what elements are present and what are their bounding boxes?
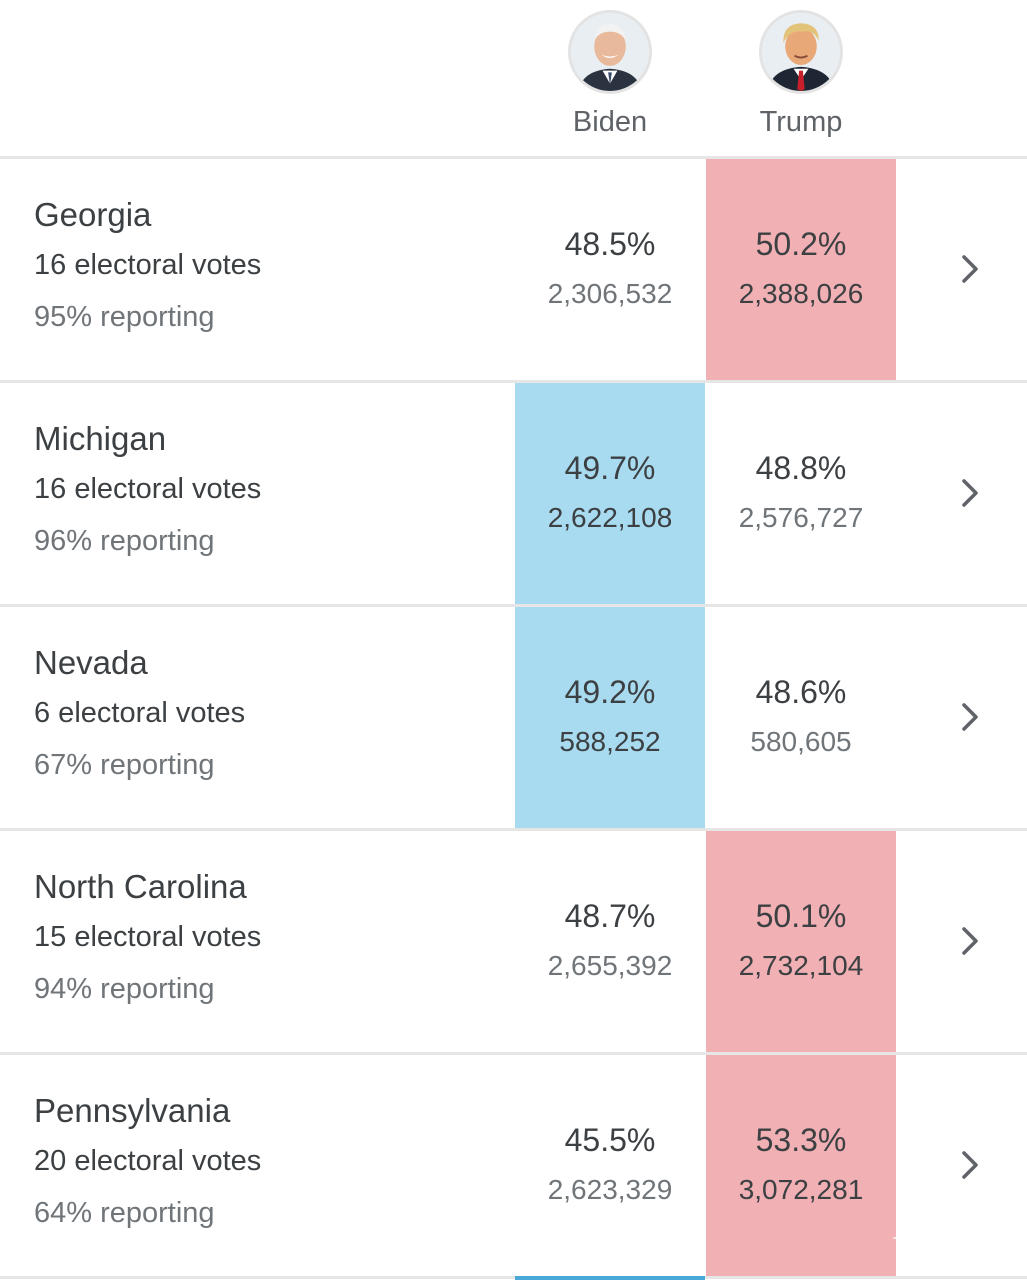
state-info: North Carolina 15 electoral votes 94% repo…	[34, 867, 261, 1007]
state-info: Michigan 16 electoral votes 96% reporting	[34, 419, 261, 559]
trump-result-cell: 50.2% 2,388,026	[706, 159, 896, 380]
state-info: Nevada 6 electoral votes 67% reporting	[34, 643, 245, 783]
trump-result-cell: 53.3% 3,072,281	[706, 1055, 896, 1276]
trump-percent: 48.8%	[755, 450, 847, 486]
electoral-votes: 6 electoral votes	[34, 697, 246, 729]
trump-percent: 50.1%	[755, 898, 847, 934]
biden-percent: 45.5%	[564, 1122, 656, 1158]
trump-votes: 2,576,727	[738, 502, 864, 533]
chevron-right-icon[interactable]	[952, 699, 988, 735]
biden-votes: 588,252	[559, 726, 661, 757]
biden-votes: 2,622,108	[547, 502, 673, 533]
biden-result-cell: 49.7% 2,622,108	[515, 383, 705, 604]
state-row[interactable]: Nevada 6 electoral votes 67% reporting 49.2…	[0, 607, 1027, 831]
next-row-indicator	[515, 1276, 705, 1280]
state-row[interactable]: Pennsylvania 20 electoral votes 64% report…	[0, 1055, 1027, 1279]
candidate-name: Trump	[759, 106, 843, 138]
chevron-right-icon[interactable]	[952, 923, 988, 959]
state-name: Georgia	[34, 196, 152, 233]
trump-result-cell: 50.1% 2,732,104	[706, 831, 896, 1052]
biden-percent: 48.7%	[564, 898, 656, 934]
trump-percent: 50.2%	[755, 226, 847, 262]
reporting-status: 94% reporting	[34, 973, 215, 1005]
electoral-votes: 20 electoral votes	[34, 1145, 262, 1177]
biden-result-cell: 48.7% 2,655,392	[515, 831, 705, 1052]
trump-percent: 53.3%	[755, 1122, 847, 1158]
state-row[interactable]: Michigan 16 electoral votes 96% reporting 4…	[0, 383, 1027, 607]
state-info: Pennsylvania 20 electoral votes 64% report…	[34, 1091, 261, 1231]
biden-percent: 49.7%	[564, 450, 656, 486]
state-name: North Carolina	[34, 868, 247, 905]
reporting-status: 67% reporting	[34, 749, 215, 781]
biden-percent: 49.2%	[564, 674, 656, 710]
chevron-right-icon[interactable]	[952, 251, 988, 287]
biden-result-cell: 49.2% 588,252	[515, 607, 705, 828]
electoral-votes: 15 electoral votes	[34, 921, 262, 953]
trump-result-cell: 48.8% 2,576,727	[706, 383, 896, 604]
watermark-logo	[884, 1212, 1024, 1278]
state-row[interactable]: North Carolina 15 electoral votes 94% repo…	[0, 831, 1027, 1055]
reporting-status: 96% reporting	[34, 525, 215, 557]
state-name: Pennsylvania	[34, 1092, 231, 1129]
electoral-votes: 16 electoral votes	[34, 473, 262, 505]
state-row[interactable]: Georgia 16 electoral votes 95% reporting 48…	[0, 159, 1027, 383]
chevron-right-icon[interactable]	[952, 1147, 988, 1183]
avatar	[759, 10, 843, 94]
trump-votes: 2,388,026	[738, 278, 864, 309]
candidate-name: Biden	[572, 106, 648, 138]
candidate-trump[interactable]: Trump	[706, 10, 896, 139]
biden-portrait	[571, 13, 649, 91]
trump-result-cell: 48.6% 580,605	[706, 607, 896, 828]
biden-votes: 2,623,329	[547, 1174, 673, 1205]
reporting-status: 64% reporting	[34, 1197, 215, 1229]
electoral-votes: 16 electoral votes	[34, 249, 262, 281]
avatar	[568, 10, 652, 94]
biden-percent: 48.5%	[564, 226, 656, 262]
state-info: Georgia 16 electoral votes 95% reporting	[34, 195, 261, 335]
trump-votes: 580,605	[750, 726, 852, 757]
chevron-right-icon[interactable]	[952, 475, 988, 511]
biden-votes: 2,306,532	[547, 278, 673, 309]
trump-percent: 48.6%	[755, 674, 847, 710]
biden-result-cell: 48.5% 2,306,532	[515, 159, 705, 380]
state-name: Nevada	[34, 644, 148, 681]
trump-portrait	[762, 13, 840, 91]
state-name: Michigan	[34, 420, 167, 457]
biden-result-cell: 45.5% 2,623,329	[515, 1055, 705, 1276]
candidates-header: Biden Trump	[0, 0, 1027, 159]
trump-votes: 2,732,104	[738, 950, 864, 981]
biden-votes: 2,655,392	[547, 950, 673, 981]
candidate-biden[interactable]: Biden	[515, 10, 705, 139]
reporting-status: 95% reporting	[34, 301, 215, 333]
trump-votes: 3,072,281	[738, 1174, 864, 1205]
